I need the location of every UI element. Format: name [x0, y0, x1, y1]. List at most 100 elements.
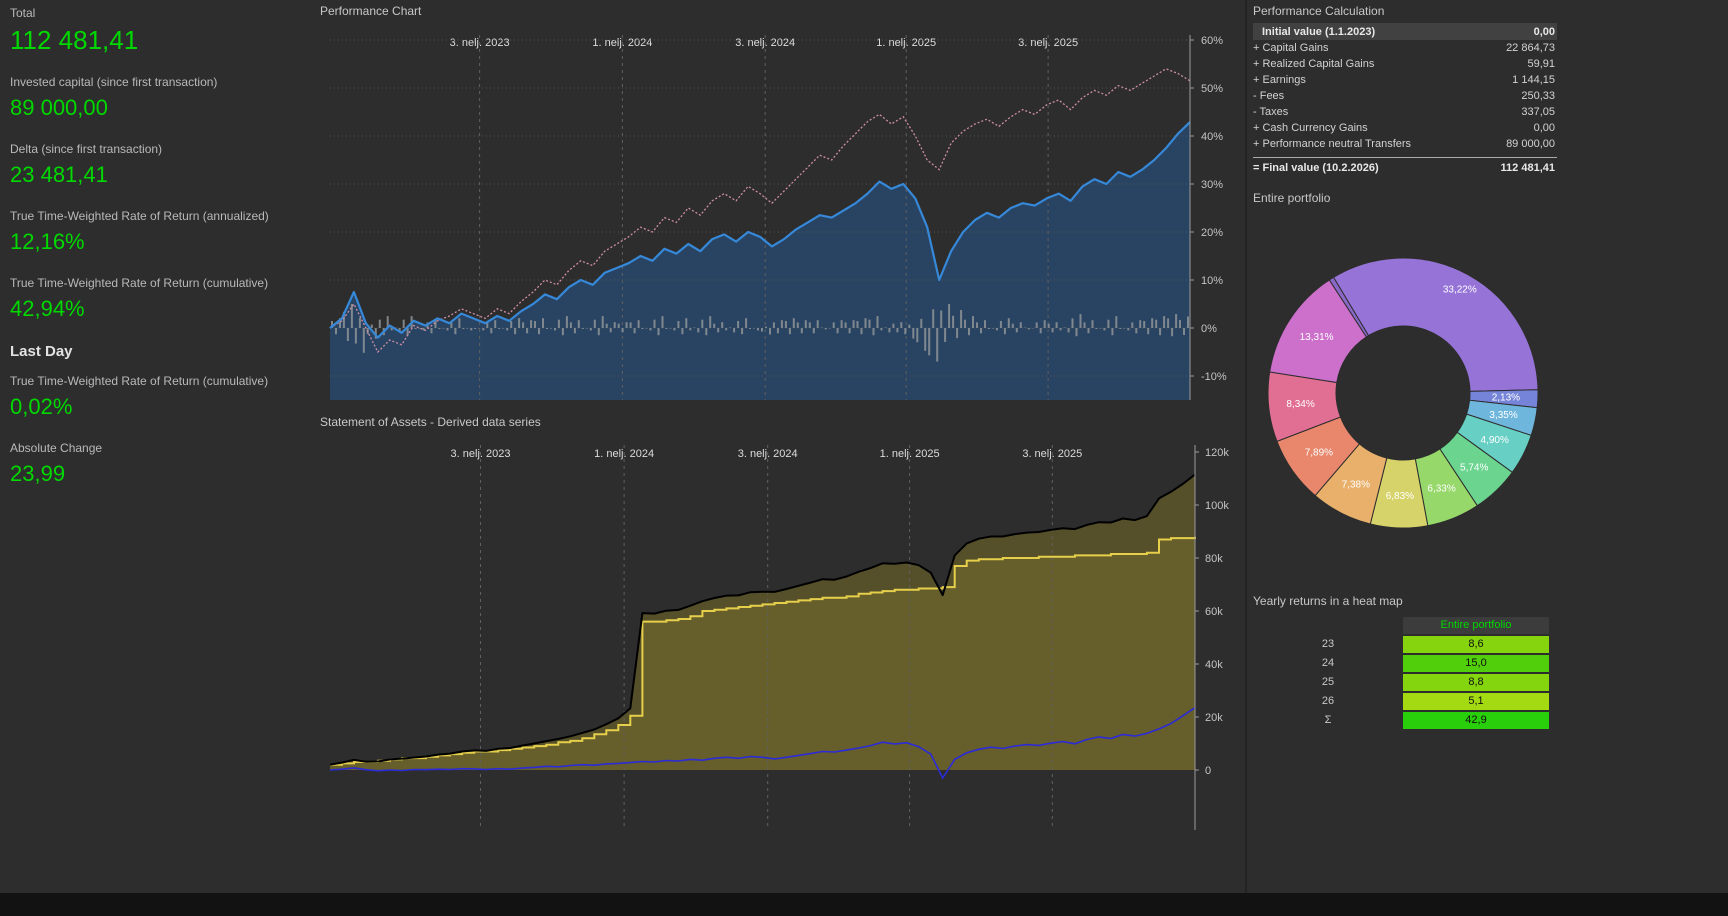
- kpi-item: Delta (since first transaction) 23 481,41: [10, 142, 310, 188]
- kpi-label: Total: [10, 6, 36, 20]
- x-axis-label: 3. nelj. 2023: [450, 37, 510, 49]
- y-axis-label: 40k: [1205, 659, 1223, 671]
- heatmap-title: Yearly returns in a heat map: [1253, 594, 1403, 608]
- y-axis-label: 20k: [1205, 712, 1223, 724]
- calc-row-label: + Cash Currency Gains: [1253, 122, 1368, 134]
- kpi-value: 12,16%: [10, 229, 85, 254]
- heatmap-row: Σ 42,9: [1253, 711, 1553, 729]
- donut-slice[interactable]: [1332, 257, 1539, 392]
- donut-slice[interactable]: [1314, 443, 1388, 525]
- heatmap-year-label: 25: [1321, 676, 1335, 688]
- kpi-value: 112 481,41: [10, 25, 139, 55]
- y-axis-label: 100k: [1205, 500, 1229, 512]
- heatmap-year-label: 26: [1321, 695, 1335, 707]
- donut-slice[interactable]: [1439, 431, 1513, 507]
- donut-slice[interactable]: [1465, 399, 1538, 437]
- kpi-value: 23 481,41: [10, 162, 108, 187]
- kpi-label: True Time-Weighted Rate of Return (cumul…: [10, 374, 269, 388]
- calc-row-label: = Final value (10.2.2026): [1253, 161, 1379, 174]
- delta-line: [329, 707, 1196, 780]
- heatmap-value-cell[interactable]: 5,1: [1403, 692, 1549, 710]
- donut-slice[interactable]: [1414, 448, 1478, 527]
- calc-row-value: 0,00: [1533, 122, 1555, 134]
- heatmap-value-cell[interactable]: 15,0: [1403, 654, 1549, 672]
- last-day-heading: Last Day: [10, 343, 73, 360]
- calc-row[interactable]: + Realized Capital Gains 59,91: [1253, 56, 1557, 72]
- donut-slice[interactable]: [1456, 413, 1532, 473]
- donut-slice[interactable]: [1328, 276, 1370, 338]
- y-axis-label: 80k: [1205, 553, 1223, 565]
- performance-chart[interactable]: 3. nelj. 2023 1. nelj. 2024 3. nelj. 2024 1…: [329, 35, 1227, 400]
- y-axis-label: 30%: [1201, 179, 1223, 191]
- calc-row-label: - Fees: [1253, 90, 1285, 102]
- performance-calculation-table: Initial value (1.1.2023) 0,00 + Capital Ga…: [1253, 23, 1557, 177]
- calc-row-label: + Performance neutral Transfers: [1253, 138, 1412, 150]
- heatmap-value-cell[interactable]: 42,9: [1403, 711, 1549, 729]
- y-axis-label: 0: [1205, 765, 1211, 777]
- calc-row-label: + Realized Capital Gains: [1253, 58, 1375, 70]
- kpi-item: Total 112 481,41: [10, 6, 310, 54]
- donut-slice-label: 4,90%: [1481, 435, 1509, 446]
- heatmap-value-cell[interactable]: 8,8: [1403, 673, 1549, 691]
- kpi-item: True Time-Weighted Rate of Return (cumul…: [10, 374, 310, 420]
- calc-row[interactable]: + Earnings 1 144,15: [1253, 72, 1557, 88]
- donut-slice-label: 3,35%: [1489, 410, 1517, 421]
- y-axis-label: -10%: [1201, 371, 1227, 383]
- kpi-item: Invested capital (since first transactio…: [10, 75, 310, 121]
- heatmap-column-header: Entire portfolio: [1403, 616, 1549, 634]
- donut-slice[interactable]: [1469, 389, 1539, 409]
- x-axis-label: 3. nelj. 2025: [1018, 37, 1078, 49]
- donut-slice-label: 6,83%: [1386, 491, 1414, 502]
- x-axis-label: 1. nelj. 2024: [592, 37, 652, 49]
- donut-slice[interactable]: [1267, 371, 1342, 443]
- donut-slice[interactable]: [1269, 279, 1368, 384]
- donut-slice-label: 8,34%: [1286, 399, 1314, 410]
- assets-chart[interactable]: 3. nelj. 2023 1. nelj. 2024 3. nelj. 2024 1…: [329, 445, 1229, 830]
- entire-portfolio-label: Entire portfolio: [1253, 191, 1331, 205]
- allocation-donut-chart[interactable]: 33,22% 2,13% 3,35% 4,90% 5,74% 6,33% 6,83% 7,38…: [1267, 257, 1539, 529]
- kpi-value: 42,94%: [10, 296, 85, 321]
- total-area: [330, 474, 1195, 770]
- kpi-item: True Time-Weighted Rate of Return (cumul…: [10, 276, 310, 322]
- yearly-returns-heatmap: Entire portfolio 23 8,6 24 15,0 25 8,8 26 5,1 Σ 42…: [1253, 616, 1553, 729]
- kpi-label: Absolute Change: [10, 441, 103, 455]
- performance-chart-title: Performance Chart: [320, 4, 422, 18]
- calc-row-value: 22 864,73: [1506, 42, 1555, 54]
- calc-row[interactable]: + Performance neutral Transfers 89 000,00: [1253, 136, 1557, 152]
- calc-row[interactable]: + Capital Gains 22 864,73: [1253, 40, 1557, 56]
- kpi-item: True Time-Weighted Rate of Return (annua…: [10, 209, 310, 255]
- calc-row-value: 112 481,41: [1500, 161, 1555, 174]
- calc-row[interactable]: - Fees 250,33: [1253, 88, 1557, 104]
- y-axis-label: 10%: [1201, 275, 1223, 287]
- panel-splitter[interactable]: [1245, 0, 1247, 916]
- invested-capital-line: [330, 536, 1196, 766]
- ttwror-area: [330, 122, 1190, 400]
- calc-row[interactable]: - Taxes 337,05: [1253, 104, 1557, 120]
- x-axis-label: 3. nelj. 2025: [1022, 448, 1082, 460]
- calc-row-value: 250,33: [1521, 90, 1555, 102]
- calc-row[interactable]: + Cash Currency Gains 0,00: [1253, 120, 1557, 136]
- calc-row-value: 1 144,15: [1512, 74, 1555, 86]
- ttwror-line: [329, 121, 1191, 339]
- x-axis-label: 3. nelj. 2024: [735, 37, 795, 49]
- heatmap-value-cell[interactable]: 8,6: [1403, 635, 1549, 653]
- kpi-label: Delta (since first transaction): [10, 142, 163, 156]
- y-axis-label: 20%: [1201, 227, 1223, 239]
- x-axis-label: 1. nelj. 2025: [880, 448, 940, 460]
- right-panel: Performance Calculation Initial value (1…: [1253, 4, 1557, 205]
- calc-row-label: Initial value (1.1.2023): [1262, 25, 1376, 38]
- kpi-sidebar: Total 112 481,41 Invested capital (since f…: [10, 6, 310, 508]
- y-axis-label: 60%: [1201, 35, 1223, 47]
- donut-slice[interactable]: [1369, 457, 1429, 529]
- calc-row[interactable]: = Final value (10.2.2026) 112 481,41: [1253, 157, 1557, 177]
- donut-slice[interactable]: [1276, 416, 1361, 497]
- calc-row[interactable]: Initial value (1.1.2023) 0,00: [1253, 23, 1557, 40]
- benchmark-line: [329, 68, 1191, 354]
- heatmap-row: 24 15,0: [1253, 654, 1553, 672]
- heatmap-year-label: Σ: [1324, 714, 1332, 726]
- assets-chart-title: Statement of Assets - Derived data serie…: [320, 415, 541, 429]
- donut-slice-label: 5,74%: [1460, 463, 1488, 474]
- heatmap-section: Yearly returns in a heat map Entire port…: [1253, 594, 1553, 730]
- total-value-line: [329, 473, 1196, 766]
